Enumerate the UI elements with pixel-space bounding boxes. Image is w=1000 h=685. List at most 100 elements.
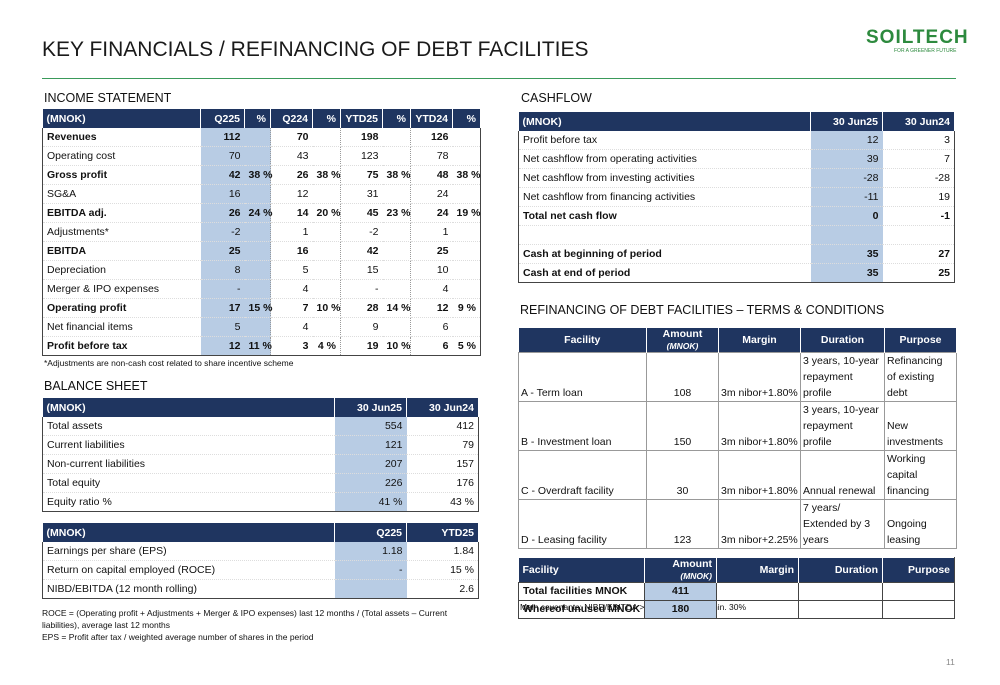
column-header: % <box>244 109 271 128</box>
cell: C - Overdraft facility <box>518 450 647 500</box>
row: Cash at end of period 35 25 <box>518 263 955 283</box>
cell: Cash at beginning of period <box>518 244 811 264</box>
cell: 28 <box>340 298 383 318</box>
row: Return on capital employed (ROCE) -15 % <box>42 560 479 580</box>
cell: 70 <box>270 128 313 147</box>
cell: Operating cost <box>42 146 201 166</box>
column-header: (MNOK) <box>42 523 335 542</box>
cell <box>518 225 811 245</box>
cell <box>382 128 411 147</box>
cell: 78 <box>410 146 453 166</box>
cell: NIBD/EBITDA (12 month rolling) <box>42 579 335 599</box>
cell <box>452 146 481 166</box>
cell: 3m nibor+2.25% <box>718 499 801 549</box>
row: SG&A 16 12 31 24 <box>42 184 481 204</box>
cell: 12 <box>410 298 453 318</box>
row: C - Overdraft facility 30 3m nibor+1.80% An… <box>518 450 957 500</box>
thead: (MNOK) Q225 YTD25 <box>42 523 479 542</box>
cell: 6 <box>410 336 453 356</box>
tbody: Revenues 112 70 198 126 Operating cost 70 43 123… <box>42 128 481 356</box>
cell: Operating profit <box>42 298 201 318</box>
cell: 19 <box>340 336 383 356</box>
cell: 554 <box>334 417 407 436</box>
cell: - <box>200 279 245 299</box>
row <box>518 225 955 245</box>
cell: 8 <box>200 260 245 280</box>
cell <box>798 599 883 619</box>
thead: Facility Amount (MNOK) Margin Duration Purpo… <box>518 557 955 582</box>
row: D - Leasing facility 123 3m nibor+2.25% 7 y… <box>518 499 957 549</box>
cell: -1 <box>882 206 955 226</box>
table: (MNOK) Q225% Q224% YTD25% YTD24% Revenues 112 7… <box>42 109 481 356</box>
cell: A - Term loan <box>518 352 647 402</box>
cell: 121 <box>334 435 407 455</box>
cell: 39 <box>810 149 883 169</box>
cell: 123 <box>340 146 383 166</box>
cell: 14 <box>270 203 313 223</box>
row: Profit before tax 12 3 <box>518 131 955 150</box>
cell: 12 <box>270 184 313 204</box>
cell: 3 <box>882 131 955 150</box>
cell: 9 % <box>452 298 481 318</box>
cell <box>334 579 407 599</box>
cell: 7 <box>270 298 313 318</box>
row: Net financial items 5 4 9 6 <box>42 317 481 337</box>
table: Facility Amount (MNOK) Margin Duration Purpo… <box>518 557 955 619</box>
row: Revenues 112 70 198 126 <box>42 128 481 147</box>
cell: Working capital financing <box>884 450 957 500</box>
cell: 0 <box>810 206 883 226</box>
cell: Profit before tax <box>42 336 201 356</box>
cell: 6 <box>410 317 453 337</box>
column-header: YTD25 <box>340 109 383 128</box>
cell: Ongoing leasing <box>884 499 957 549</box>
cell: 16 <box>270 241 313 261</box>
cell: EBITDA adj. <box>42 203 201 223</box>
tagline: FOR A GREENER FUTURE <box>894 48 957 54</box>
thead: (MNOK) Q225% Q224% YTD25% YTD24% <box>42 109 481 128</box>
cell: 4 <box>410 279 453 299</box>
row: Net cashflow from operating activities 39… <box>518 149 955 169</box>
header-row: Facility Amount (MNOK) Margin Duration Purpo… <box>518 328 957 353</box>
note: EPS = Profit after tax / weighted averag… <box>42 632 314 642</box>
cell <box>244 222 271 242</box>
tbody: A - Term loan 108 3m nibor+1.80% 3 years, 1… <box>518 352 957 549</box>
cell: Net cashflow from financing activities <box>518 187 811 207</box>
cell: 207 <box>334 454 407 474</box>
cell: 157 <box>406 454 479 474</box>
column-header: Q224 <box>270 109 313 128</box>
cell: 75 <box>340 165 383 185</box>
cell: Merger & IPO expenses <box>42 279 201 299</box>
column-header: % <box>382 109 411 128</box>
cell: 11 % <box>244 336 272 356</box>
thead: (MNOK) 30 Jun25 30 Jun24 <box>42 398 479 417</box>
cell: 10 % <box>312 298 341 318</box>
cell: EBITDA <box>42 241 201 261</box>
column-header: % <box>312 109 341 128</box>
table: Facility Amount (MNOK) Margin Duration Purpo… <box>518 328 957 549</box>
tbody: Total facilities MNOK 411 Whereof unused M… <box>518 581 955 619</box>
cell <box>382 279 411 299</box>
cell <box>312 260 341 280</box>
row: Total net cash flow 0 -1 <box>518 206 955 226</box>
cell: 1.84 <box>406 542 479 561</box>
cell: 7 <box>882 149 955 169</box>
cell: B - Investment loan <box>518 401 647 451</box>
cell <box>312 146 341 166</box>
cell <box>382 146 411 166</box>
cell: 45 <box>340 203 383 223</box>
tbody: Total assets 554 412 Current liabilities 121… <box>42 417 479 512</box>
cell: 38 % <box>382 165 411 185</box>
cell: 38 % <box>452 165 481 185</box>
column-header: 30 Jun25 <box>810 112 883 131</box>
column-header: Margin <box>716 557 799 582</box>
cell: 42 <box>200 165 245 185</box>
cell: Revenues <box>42 128 201 147</box>
cell: 16 <box>200 184 245 204</box>
column-header: YTD24 <box>410 109 453 128</box>
column-header: Purpose <box>884 328 957 353</box>
cell: 19 % <box>452 203 481 223</box>
cell: - <box>340 279 383 299</box>
cell: 150 <box>646 401 719 451</box>
note: ROCE = (Operating profit + Adjustments +… <box>42 608 448 630</box>
cell: 1.18 <box>334 542 407 561</box>
